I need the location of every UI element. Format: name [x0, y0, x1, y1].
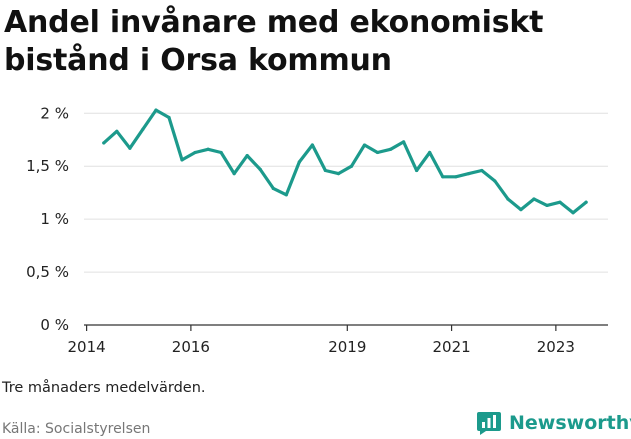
data-point — [310, 143, 314, 147]
data-point — [336, 172, 341, 176]
bar-chart-logo-icon — [477, 412, 501, 435]
data-point — [532, 197, 536, 201]
data-point — [402, 140, 406, 144]
data-point — [480, 168, 484, 173]
y-tick-label: 1,5 % — [26, 157, 69, 175]
brand-name: Newsworthy — [509, 412, 631, 434]
data-point — [506, 197, 510, 201]
data-point — [388, 147, 393, 151]
x-tick-label: 2023 — [537, 338, 575, 356]
data-point — [519, 208, 523, 212]
y-axis: 0 % 0,5 % 1 % 1,5 % 2 % — [26, 104, 69, 334]
data-point — [154, 108, 158, 112]
series-group — [102, 108, 588, 215]
series-line — [102, 108, 588, 215]
x-axis: 2014 2016 2019 2021 2023 — [68, 324, 608, 356]
x-tick-label: 2014 — [68, 338, 106, 356]
y-tick-label: 0,5 % — [26, 263, 69, 281]
data-point — [102, 141, 106, 145]
data-point — [323, 168, 328, 173]
data-point — [141, 127, 145, 131]
data-point — [454, 175, 458, 179]
data-point — [375, 150, 380, 155]
data-point — [441, 175, 445, 179]
data-point — [584, 200, 588, 204]
data-point — [558, 200, 562, 204]
data-point — [245, 154, 249, 158]
data-point — [271, 186, 275, 191]
data-point — [193, 150, 197, 155]
grid — [84, 112, 608, 273]
y-tick-label: 1 % — [40, 210, 69, 228]
data-point — [232, 172, 236, 176]
x-tick-label: 2016 — [172, 338, 210, 356]
data-point — [467, 172, 471, 176]
data-point — [258, 167, 262, 171]
data-point — [349, 164, 354, 168]
source-credit: Källa: Socialstyrelsen — [2, 421, 151, 437]
data-point — [128, 146, 132, 150]
data-point — [545, 203, 549, 207]
x-tick-label: 2019 — [328, 338, 366, 356]
data-point — [415, 168, 419, 173]
x-tick-label: 2021 — [432, 338, 470, 356]
brand-logo: Newsworthy — [476, 408, 631, 438]
chart-note: Tre månaders medelvärden. — [2, 380, 206, 396]
data-point — [571, 211, 575, 215]
data-point — [206, 147, 210, 151]
y-tick-label: 0 % — [40, 316, 69, 334]
data-point — [493, 179, 497, 183]
data-point — [180, 158, 184, 162]
data-point — [362, 143, 367, 147]
data-point — [284, 193, 288, 197]
data-point — [297, 160, 301, 164]
data-point — [167, 115, 171, 120]
data-point — [115, 129, 119, 133]
data-point — [219, 150, 223, 155]
data-point — [428, 150, 432, 155]
y-tick-label: 2 % — [40, 104, 69, 122]
chart-title: Andel invånare med ekonomiskt bistånd i … — [4, 5, 544, 78]
